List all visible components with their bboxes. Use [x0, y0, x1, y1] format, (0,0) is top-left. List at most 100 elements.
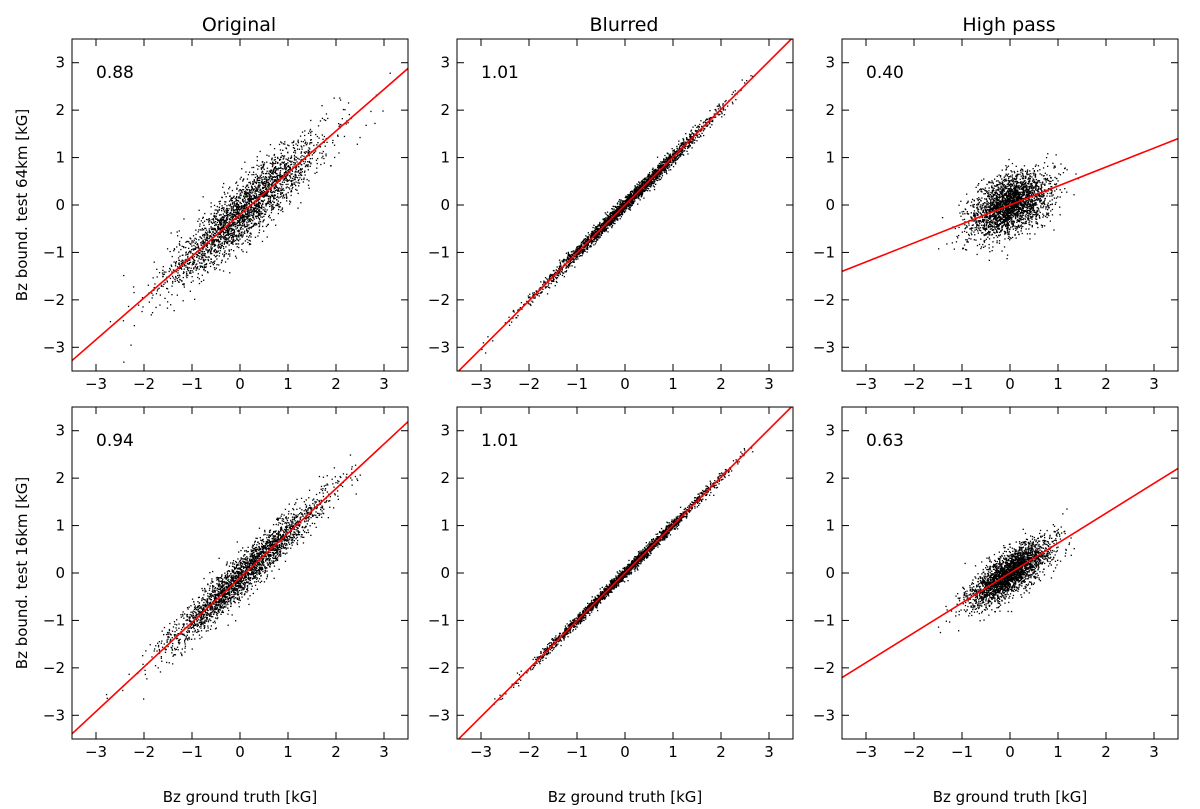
data-point [591, 231, 593, 233]
data-point [687, 153, 689, 155]
data-point [183, 246, 185, 248]
data-point [287, 166, 289, 168]
data-point [250, 190, 252, 192]
data-point [247, 174, 250, 176]
data-point [629, 204, 632, 207]
data-point [239, 222, 241, 225]
data-point [186, 266, 189, 268]
data-point [311, 130, 313, 133]
data-point [731, 93, 733, 96]
data-point [253, 179, 255, 182]
data-point [666, 173, 668, 175]
data-point [307, 151, 310, 154]
data-point [645, 185, 647, 187]
data-point [151, 312, 154, 314]
data-point [593, 231, 595, 234]
data-point [585, 238, 588, 241]
data-point [247, 192, 249, 194]
data-point [225, 221, 227, 223]
data-point [655, 179, 657, 181]
data-point [657, 176, 659, 179]
data-point [251, 226, 254, 228]
data-point [578, 253, 580, 255]
data-point [219, 222, 221, 224]
data-point [215, 216, 217, 218]
data-point [271, 157, 273, 159]
data-point [631, 201, 633, 203]
data-point [691, 132, 693, 134]
data-point [217, 210, 219, 212]
data-point [263, 230, 265, 232]
data-point [234, 212, 236, 214]
data-point [216, 205, 218, 208]
data-point [648, 178, 650, 180]
data-point [162, 275, 164, 278]
data-point [727, 105, 729, 107]
data-point [226, 219, 228, 221]
data-point [550, 273, 552, 276]
data-point [609, 217, 611, 219]
data-point [258, 225, 261, 227]
data-point [692, 137, 694, 140]
data-point [236, 222, 238, 224]
data-point [201, 229, 203, 231]
data-point [549, 276, 551, 279]
data-point [205, 239, 207, 241]
data-point [309, 130, 311, 132]
data-point [652, 172, 654, 174]
data-point [292, 144, 295, 146]
data-point [214, 221, 217, 223]
data-point [562, 272, 564, 274]
data-point [628, 208, 631, 210]
y-tick-label: −3 [43, 338, 65, 356]
data-point [611, 213, 613, 215]
data-point [166, 281, 168, 283]
data-point [244, 230, 246, 232]
data-point [171, 271, 173, 273]
data-point [264, 213, 266, 215]
data-point [546, 293, 549, 295]
data-point [648, 188, 650, 190]
data-point [258, 182, 260, 184]
data-point [323, 157, 325, 160]
data-point [549, 287, 551, 289]
data-point [606, 219, 608, 221]
data-point [283, 181, 285, 183]
data-point [583, 238, 585, 240]
data-point [249, 243, 252, 245]
data-point [548, 282, 550, 285]
data-point [205, 227, 207, 229]
data-point [587, 236, 589, 238]
data-point [701, 125, 703, 128]
data-point [731, 101, 734, 103]
data-point [587, 232, 589, 234]
data-point [264, 210, 266, 212]
data-point [272, 171, 274, 173]
data-point [297, 142, 300, 144]
data-point [224, 220, 226, 223]
data-point [203, 261, 205, 263]
data-point [185, 254, 187, 256]
data-point [171, 255, 173, 258]
data-point [283, 168, 285, 170]
data-point [593, 237, 595, 239]
data-point [281, 142, 283, 144]
data-point [316, 167, 318, 169]
data-point [285, 163, 287, 165]
data-point [200, 280, 203, 283]
data-point [645, 187, 647, 189]
data-point [592, 230, 594, 232]
data-point [256, 180, 258, 182]
data-point [659, 175, 661, 178]
data-point [562, 260, 564, 262]
data-point [296, 189, 298, 191]
data-point [621, 211, 623, 213]
data-point [258, 165, 260, 167]
data-point [231, 229, 233, 231]
data-point [267, 185, 269, 187]
data-point [277, 190, 279, 192]
data-point [294, 174, 296, 176]
data-point [567, 251, 569, 254]
data-point [263, 182, 266, 184]
data-point [257, 215, 260, 217]
